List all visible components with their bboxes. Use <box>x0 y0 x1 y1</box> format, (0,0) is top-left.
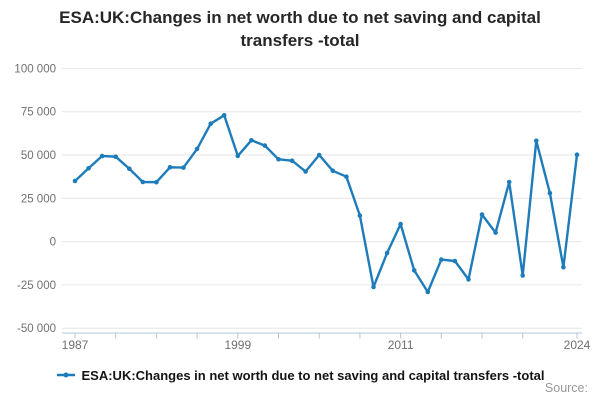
data-point-marker <box>439 257 444 262</box>
legend-label: ESA:UK:Changes in net worth due to net s… <box>81 367 545 383</box>
data-point-marker <box>384 250 390 256</box>
data-point-marker <box>561 264 566 270</box>
data-point-marker <box>574 152 580 157</box>
x-axis-label: 1987 <box>62 338 89 352</box>
y-axis-label: 25 000 <box>21 193 56 205</box>
x-axis-label: 1999 <box>224 338 251 352</box>
data-point-marker <box>411 268 417 273</box>
chart-title: ESA:UK:Changes in net worth due to net s… <box>0 6 600 52</box>
data-point-marker <box>113 154 118 159</box>
chart-title-text: ESA:UK:Changes in net worth due to net s… <box>59 8 541 50</box>
data-point-marker <box>99 153 105 159</box>
y-axis-label: -50 000 <box>17 323 56 335</box>
y-axis-label: 75 000 <box>21 107 56 119</box>
data-point-marker <box>506 179 512 185</box>
data-point-marker <box>316 152 322 158</box>
data-point-marker <box>235 153 241 159</box>
data-point-marker <box>140 179 146 185</box>
data-point-marker <box>371 284 376 290</box>
data-series-line <box>73 114 579 294</box>
data-point-marker <box>479 212 485 217</box>
data-point-marker <box>330 168 336 174</box>
data-point-marker <box>289 158 295 163</box>
data-point-marker <box>493 230 498 235</box>
data-point-marker <box>357 213 363 218</box>
data-point-marker <box>249 138 254 143</box>
data-point-marker <box>452 258 458 264</box>
data-point-marker <box>425 289 431 295</box>
data-point-marker <box>534 138 539 144</box>
data-point-marker <box>344 174 349 179</box>
data-point-marker <box>466 277 471 282</box>
data-point-marker <box>208 121 213 126</box>
data-point-marker <box>72 178 78 184</box>
data-point-marker <box>303 169 308 174</box>
data-point-marker <box>520 273 525 278</box>
y-axis-label: 0 <box>50 237 56 249</box>
x-axis-label: 2011 <box>388 338 414 352</box>
legend-item[interactable]: ESA:UK:Changes in net worth due to net s… <box>0 366 600 384</box>
legend-marker <box>63 372 68 378</box>
data-point-marker <box>127 166 132 171</box>
data-point-marker <box>262 143 268 148</box>
data-point-marker <box>167 165 173 170</box>
data-point-marker <box>547 190 553 196</box>
data-point-marker <box>398 221 403 227</box>
y-axis-label: 50 000 <box>21 150 56 162</box>
data-point-marker <box>86 166 91 171</box>
data-point-marker <box>194 146 200 152</box>
data-point-marker <box>181 165 186 170</box>
legend-line-marker-icon <box>56 372 75 378</box>
x-axis-label: 2024 <box>564 338 591 352</box>
source-label: Source: <box>544 381 588 395</box>
y-axis-label: 100 000 <box>14 63 56 75</box>
data-point-marker <box>154 179 159 185</box>
y-axis-label: -25 000 <box>17 280 56 292</box>
data-point-marker <box>276 157 281 162</box>
data-point-marker <box>221 113 227 118</box>
